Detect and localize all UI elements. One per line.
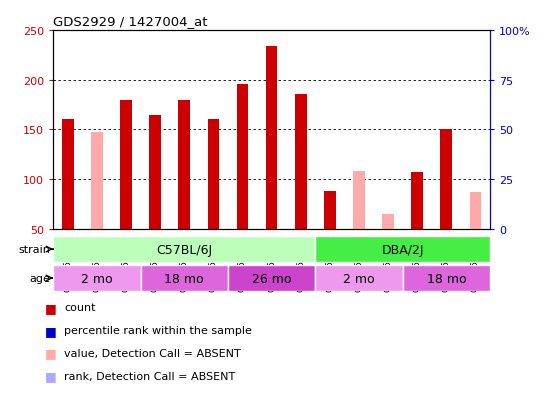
Text: percentile rank within the sample: percentile rank within the sample [64, 325, 252, 335]
Bar [470, 192, 481, 229]
Text: 26 mo: 26 mo [252, 272, 291, 285]
Text: rank, Detection Call = ABSENT: rank, Detection Call = ABSENT [64, 371, 236, 381]
Bar [315, 237, 490, 262]
Bar [62, 120, 73, 229]
Text: C57BL/6J: C57BL/6J [156, 243, 212, 256]
Bar [228, 266, 315, 291]
Text: 2 mo: 2 mo [81, 272, 113, 285]
Text: count: count [64, 303, 96, 313]
Bar [208, 120, 219, 229]
Bar [295, 95, 306, 229]
Text: ■: ■ [45, 324, 57, 337]
Text: ■: ■ [45, 301, 57, 314]
Text: age: age [30, 273, 50, 283]
Bar [324, 192, 335, 229]
Bar [120, 100, 132, 229]
Text: ■: ■ [45, 347, 57, 360]
Bar [403, 266, 490, 291]
Text: GDS2929 / 1427004_at: GDS2929 / 1427004_at [53, 15, 208, 28]
Text: DBA/2J: DBA/2J [381, 243, 424, 256]
Bar [53, 237, 315, 262]
Bar [441, 130, 452, 229]
Text: 18 mo: 18 mo [427, 272, 466, 285]
Bar [179, 100, 190, 229]
Bar [91, 133, 102, 229]
Text: strain: strain [18, 244, 50, 254]
Bar [315, 266, 403, 291]
Text: ■: ■ [45, 369, 57, 382]
Bar [237, 85, 248, 229]
Bar [412, 173, 423, 229]
Text: 18 mo: 18 mo [165, 272, 204, 285]
Text: value, Detection Call = ABSENT: value, Detection Call = ABSENT [64, 348, 241, 358]
Bar [53, 266, 141, 291]
Bar [382, 214, 394, 229]
Bar [353, 172, 365, 229]
Bar [266, 47, 277, 229]
Text: 2 mo: 2 mo [343, 272, 375, 285]
Bar [150, 115, 161, 229]
Bar [141, 266, 228, 291]
